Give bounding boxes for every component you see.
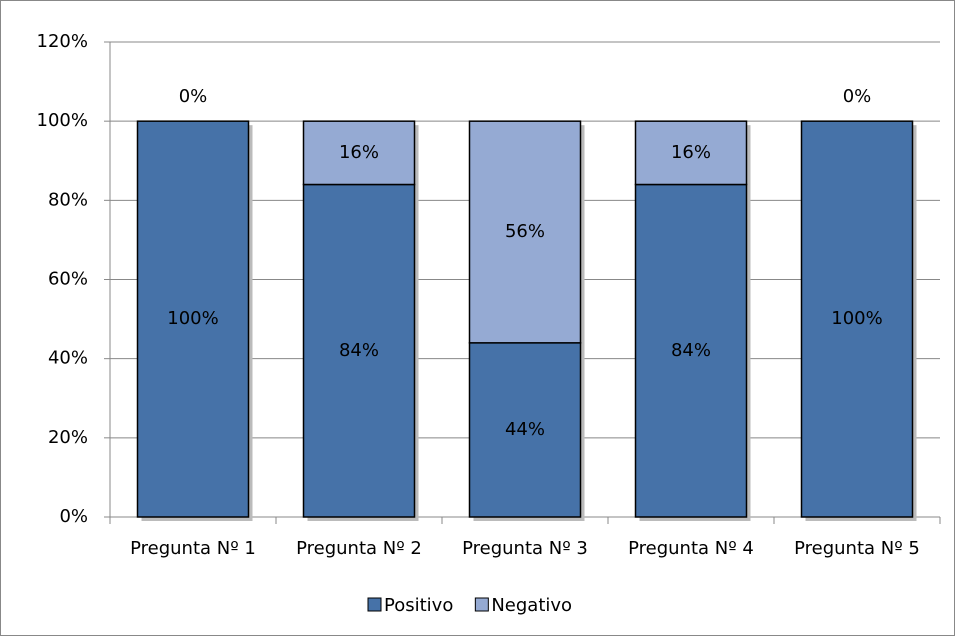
bar-segment [800,120,914,518]
y-tick-label: 120% [37,31,88,52]
data-label: 44% [505,419,545,440]
bar-segment [302,183,416,518]
y-tick-label: 0% [59,506,88,527]
x-tick-label: Pregunta Nº 3 [462,538,588,559]
x-tick-label: Pregunta Nº 2 [296,538,422,559]
data-label: 16% [339,142,379,163]
bar-segment [302,120,416,186]
y-tick-label: 40% [48,348,88,369]
data-label: 100% [831,308,882,329]
data-label: 0% [179,86,208,107]
legend-swatch [474,597,489,612]
data-label: 16% [671,142,711,163]
bar-segment [468,342,582,518]
legend-label: Negativo [491,595,572,616]
legend-label: Positivo [384,595,453,616]
bar-segment [468,120,582,344]
data-label: 56% [505,221,545,242]
bar-segment [634,183,748,518]
y-tick-label: 80% [48,189,88,210]
data-label: 100% [167,308,218,329]
data-label: 84% [671,340,711,361]
bar-segment [136,120,250,518]
legend-swatch [367,597,382,612]
bar-segment [634,120,748,186]
y-tick-label: 100% [37,110,88,131]
data-label: 84% [339,340,379,361]
x-tick-label: Pregunta Nº 1 [130,538,256,559]
y-tick-label: 20% [48,427,88,448]
x-tick-label: Pregunta Nº 5 [794,538,920,559]
x-tick-label: Pregunta Nº 4 [628,538,754,559]
data-label: 0% [843,86,872,107]
y-tick-label: 60% [48,269,88,290]
